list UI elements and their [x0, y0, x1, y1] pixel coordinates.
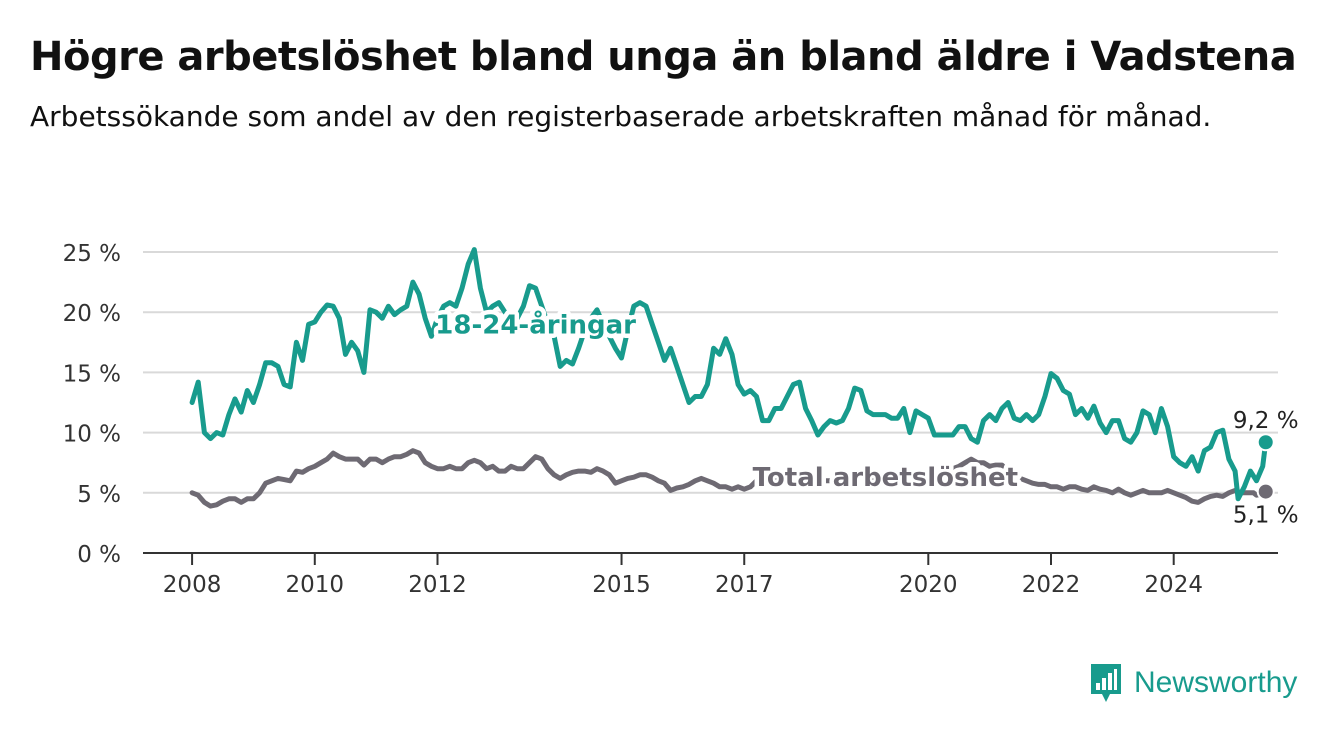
newsworthy-logo: Newsworthy [1088, 660, 1297, 706]
series-line-0 [189, 247, 1269, 502]
x-tick-label: 2015 [592, 572, 651, 598]
y-tick-label: 20 % [63, 301, 121, 327]
y-tick-label: 15 % [63, 361, 121, 387]
x-tick-label: 2008 [163, 572, 222, 598]
y-tick-label: 5 % [77, 482, 121, 508]
series-end-points: 9,2 % 5,1 % [1233, 408, 1299, 528]
y-tick-label: 25 % [63, 241, 121, 267]
x-tick-label: 2020 [899, 572, 958, 598]
series-label-halo: Total arbetslöshet [753, 463, 1018, 493]
chart-title: Högre arbetslöshet bland unga än bland ä… [30, 34, 1297, 80]
y-axis-tick-labels: 0 % 5 % 10 % 15 % 20 % 25 % [63, 241, 121, 568]
x-tick-label: 2012 [408, 572, 467, 598]
bar-chart-logo-icon [1091, 664, 1121, 702]
series-end-label: 9,2 % [1233, 408, 1299, 434]
gridlines [143, 251, 1278, 554]
series-end-point [1256, 433, 1275, 452]
x-tick-label: 2010 [286, 572, 345, 598]
series-label: Total arbetslöshet [753, 463, 1018, 493]
chart-subtitle: Arbetssökande som andel av den registerb… [30, 100, 1212, 133]
y-tick-label: 0 % [77, 542, 121, 568]
x-axis-tick-labels: 2008 2010 2012 2015 2017 2020 2022 2024 [163, 553, 1203, 598]
series-end-label: 5,1 % [1233, 503, 1299, 529]
series-lines [189, 247, 1269, 509]
y-tick-label: 10 % [63, 422, 121, 448]
series-label-halo: 18-24-åringar [435, 308, 636, 340]
series-end-point [1256, 482, 1275, 501]
x-tick-label: 2022 [1022, 572, 1081, 598]
series-line-1 [189, 448, 1269, 509]
x-tick-label: 2024 [1144, 572, 1203, 598]
x-tick-label: 2017 [715, 572, 774, 598]
brand-name: Newsworthy [1134, 666, 1298, 699]
series-label: 18-24-åringar [435, 308, 636, 340]
